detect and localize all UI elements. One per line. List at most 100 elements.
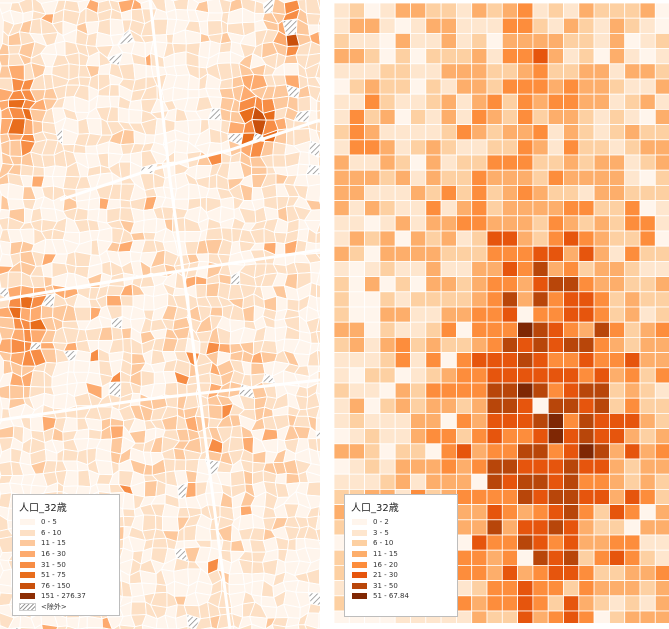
grid-cell	[624, 412, 641, 429]
grid-cell	[440, 367, 457, 384]
grid-cell	[425, 3, 442, 19]
grid-cell	[547, 488, 564, 505]
grid-cell	[379, 139, 396, 156]
area-polygon	[297, 95, 311, 113]
grid-cell	[563, 580, 580, 597]
grid-cell	[410, 473, 427, 490]
area-polygon	[9, 384, 25, 400]
grid-cell	[348, 260, 366, 277]
grid-cell	[532, 245, 549, 262]
area-polygon	[316, 91, 320, 102]
grid-cell	[547, 169, 564, 186]
area-polygon	[54, 40, 66, 57]
area-polygon	[317, 451, 320, 464]
grid-cell	[364, 321, 381, 338]
grid-cell	[410, 428, 427, 445]
grid-cell	[364, 139, 381, 156]
area-polygon	[187, 89, 200, 99]
grid-cell	[517, 352, 534, 369]
grid-cell	[563, 78, 580, 95]
area-polygon	[20, 164, 35, 177]
grid-cell	[471, 367, 488, 384]
grid-cell	[440, 428, 457, 445]
area-polygon	[130, 231, 146, 242]
grid-cell	[456, 565, 473, 582]
grid-cell	[593, 504, 610, 521]
legend-row: 31 - 50	[19, 559, 113, 570]
grid-cell	[440, 124, 457, 141]
grid-cell	[440, 215, 457, 232]
right-legend-title: 人口_32歳	[351, 503, 399, 514]
grid-cell	[532, 321, 549, 338]
grid-cell	[547, 78, 564, 95]
area-polygon	[230, 469, 246, 487]
grid-cell	[578, 595, 595, 612]
legend-label: 151 - 276.37	[41, 592, 86, 601]
grid-cell	[517, 139, 534, 156]
grid-cell	[379, 397, 396, 414]
grid-cell	[563, 428, 580, 445]
legend-row: 11 - 15	[351, 549, 451, 560]
grid-cell	[486, 549, 503, 566]
grid-cell	[471, 488, 488, 505]
grid-cell	[348, 200, 366, 217]
grid-cell	[593, 245, 610, 262]
grid-cell	[425, 17, 442, 34]
grid-cell	[425, 230, 442, 247]
area-polygon	[101, 616, 113, 629]
area-polygon	[305, 183, 320, 202]
grid-cell	[379, 260, 396, 277]
grid-cell	[425, 139, 442, 156]
grid-cell	[639, 48, 656, 65]
grid-cell	[639, 458, 656, 475]
grid-cell	[348, 428, 366, 445]
area-polygon	[204, 227, 224, 241]
legend-row: 3 - 5	[351, 528, 451, 539]
grid-cell	[471, 473, 488, 490]
grid-cell	[654, 63, 669, 80]
grid-cell	[379, 32, 396, 49]
grid-cell	[425, 32, 442, 49]
grid-cell	[394, 428, 411, 445]
grid-cell	[578, 215, 595, 232]
grid-cell	[348, 306, 366, 323]
area-polygon	[0, 338, 12, 355]
grid-cell	[394, 306, 411, 323]
grid-cell	[425, 245, 442, 262]
grid-cell	[334, 412, 350, 429]
grid-cell	[334, 428, 350, 445]
grid-cell	[517, 565, 534, 582]
grid-cell	[639, 169, 656, 186]
grid-cell	[456, 154, 473, 171]
grid-cell	[394, 458, 411, 475]
grid-cell	[578, 184, 595, 201]
grid-cell	[517, 230, 534, 247]
area-polygon	[317, 0, 320, 12]
grid-cell	[471, 169, 488, 186]
grid-cell	[471, 154, 488, 171]
grid-cell	[379, 230, 396, 247]
grid-cell	[593, 443, 610, 460]
area-polygon	[108, 84, 120, 97]
grid-cell	[486, 610, 503, 623]
grid-cell	[471, 458, 488, 475]
road-line	[59, 118, 320, 202]
grid-cell	[501, 595, 519, 612]
grid-cell	[425, 291, 442, 308]
grid-cell	[563, 321, 580, 338]
grid-cell	[501, 184, 519, 201]
grid-cell	[547, 48, 564, 65]
grid-cell	[456, 109, 473, 126]
grid-cell	[501, 367, 519, 384]
grid-cell	[364, 412, 381, 429]
grid-cell	[608, 534, 626, 551]
grid-cell	[608, 412, 626, 429]
grid-cell	[624, 473, 641, 490]
grid-cell	[593, 321, 610, 338]
grid-cell	[578, 412, 595, 429]
grid-cell	[348, 352, 366, 369]
grid-cell	[486, 382, 503, 399]
grid-cell	[532, 367, 549, 384]
grid-cell	[471, 306, 488, 323]
grid-cell	[456, 124, 473, 141]
